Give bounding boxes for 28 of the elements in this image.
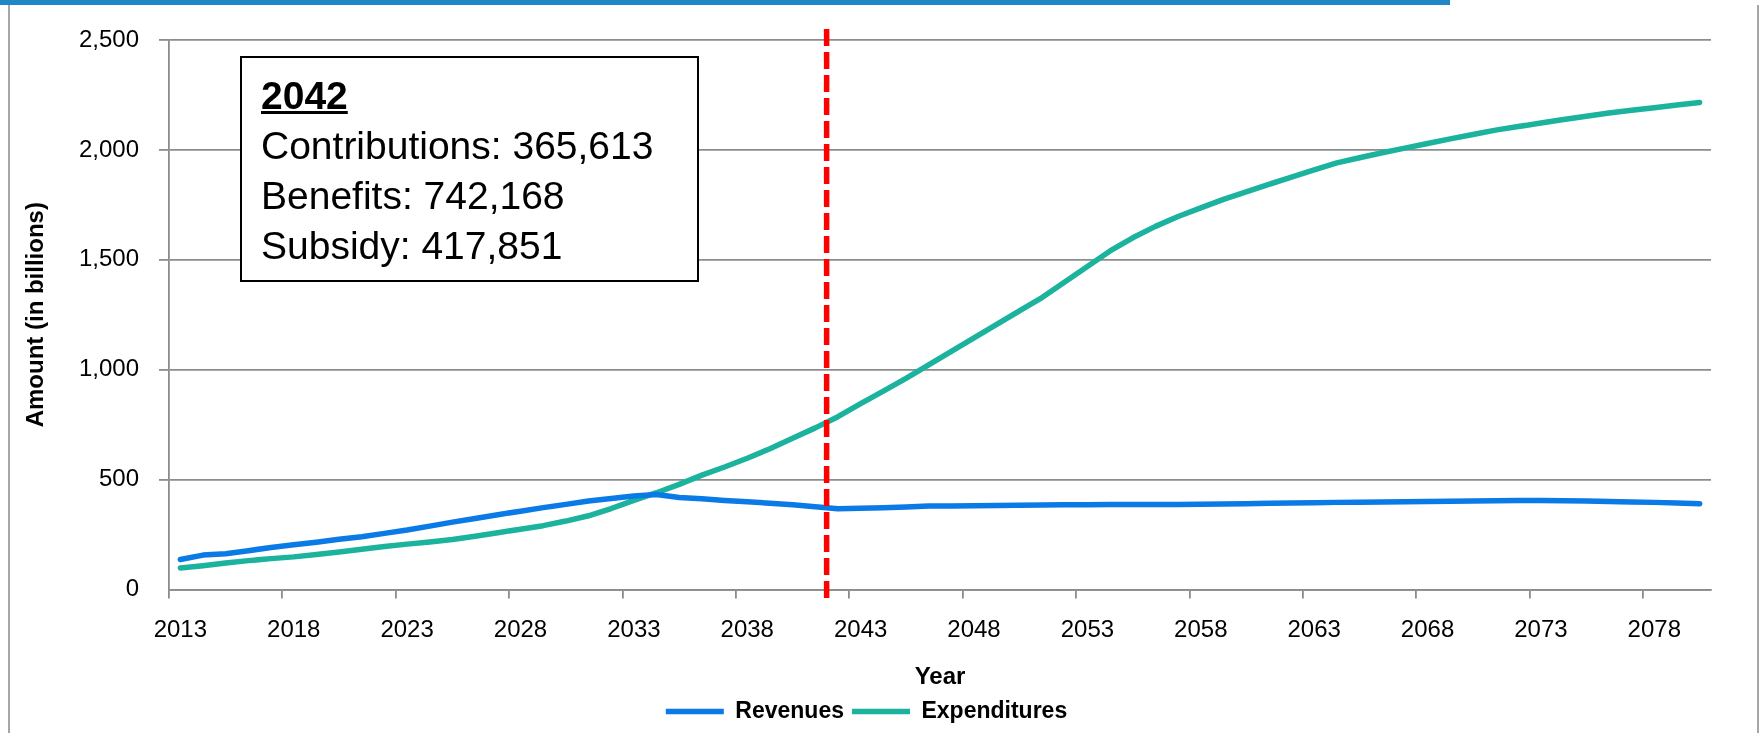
x-tick-label: 2048 (947, 615, 1001, 643)
x-tick-label: 2063 (1287, 615, 1341, 643)
x-tick-label: 2013 (153, 615, 208, 643)
x-tick-label: 2043 (833, 615, 888, 643)
x-tick-label: 2028 (493, 615, 548, 643)
y-tick-label: 500 (98, 464, 139, 492)
legend-label: Expenditures (921, 696, 1068, 723)
x-tick-label: 2073 (1514, 615, 1568, 643)
x-axis-title: Year (914, 662, 966, 690)
x-tick-label: 2038 (720, 615, 774, 643)
x-tick-label: 2053 (1060, 615, 1115, 643)
annotation: Contributions: 365,613 (260, 123, 655, 169)
y-axis-title: Amount (in billions) (21, 202, 49, 428)
x-tick-label: 2018 (267, 615, 321, 643)
y-tick-label: 0 (125, 574, 139, 602)
annotation: Subsidy: 417,851 (260, 223, 564, 269)
x-tick-label: 2078 (1627, 615, 1681, 643)
annotation: 2042 (260, 73, 349, 119)
annotation: Benefits: 742,168 (260, 173, 566, 219)
legend-label: Revenues (735, 696, 844, 723)
x-tick-label: 2058 (1174, 615, 1228, 643)
x-tick-label: 2033 (607, 615, 661, 643)
y-tick-label: 1,000 (78, 354, 139, 382)
y-tick-label: 2,000 (78, 134, 139, 162)
y-tick-label: 2,500 (78, 24, 139, 52)
y-tick-label: 1,500 (78, 244, 139, 272)
x-tick-label: 2068 (1400, 615, 1455, 643)
x-tick-label: 2023 (380, 615, 434, 643)
